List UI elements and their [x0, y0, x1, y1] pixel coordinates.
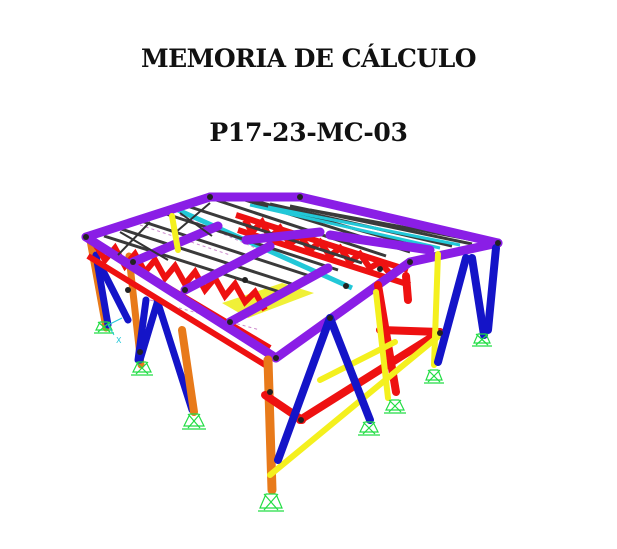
- document-title: MEMORIA DE CÁLCULO: [140, 44, 477, 73]
- roof-rafters: [81, 192, 503, 363]
- left-braces: [92, 251, 196, 414]
- front-blue-braces: [274, 244, 500, 464]
- cyan-roof-members: [249, 203, 461, 250]
- support-icon: [424, 369, 444, 384]
- support-icon: [94, 321, 114, 334]
- roof-bracing: [117, 202, 213, 261]
- document-code: P17-23-MC-03: [209, 118, 408, 147]
- support-icon: [182, 413, 206, 430]
- support-icon: [258, 493, 284, 512]
- axis-marker: [107, 317, 123, 336]
- support-icon: [384, 399, 406, 414]
- support-icons: [94, 321, 492, 512]
- front-columns: [178, 326, 277, 495]
- support-icon: [472, 333, 492, 347]
- axis-label: X: [116, 336, 122, 345]
- support-icon: [358, 421, 380, 436]
- structure-nodes: [83, 194, 501, 423]
- support-icon: [131, 361, 153, 376]
- yellow-bracing: [169, 213, 443, 478]
